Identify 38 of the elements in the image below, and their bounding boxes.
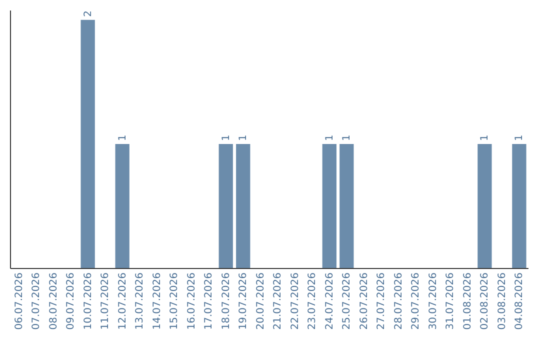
x-tick-label: 08.07.2026 bbox=[48, 272, 60, 330]
x-tick-label: 11.07.2026 bbox=[100, 272, 112, 330]
x-tick-label: 07.07.2026 bbox=[31, 272, 42, 330]
x-tick-label: 17.07.2026 bbox=[204, 272, 215, 330]
x-tick-label: 14.07.2026 bbox=[152, 272, 163, 330]
x-tick-label: 27.07.2026 bbox=[376, 272, 388, 330]
x-tick-label: 13.07.2026 bbox=[134, 272, 146, 330]
x-tick-label: 28.07.2026 bbox=[393, 272, 404, 330]
data-label: 1 bbox=[238, 134, 250, 141]
x-tick-label: 12.07.2026 bbox=[117, 272, 128, 330]
x-tick-label: 25.07.2026 bbox=[342, 272, 353, 330]
x-tick-label: 22.07.2026 bbox=[290, 272, 301, 330]
data-label: 1 bbox=[117, 134, 128, 141]
x-tick-label: 20.07.2026 bbox=[255, 272, 266, 330]
x-tick-label: 21.07.2026 bbox=[272, 272, 284, 330]
data-label: 2 bbox=[82, 10, 94, 17]
x-tick-label: 30.07.2026 bbox=[428, 272, 439, 330]
x-tick-label: 10.07.2026 bbox=[82, 272, 94, 330]
data-label: 1 bbox=[342, 134, 353, 141]
x-tick-label: 15.07.2026 bbox=[169, 272, 180, 330]
x-tick-label: 19.07.2026 bbox=[238, 272, 250, 330]
x-tick-label: 06.07.2026 bbox=[14, 272, 25, 330]
data-label: 1 bbox=[220, 134, 232, 141]
x-tick-label: 09.07.2026 bbox=[66, 272, 77, 330]
x-tick-label: 03.08.2026 bbox=[496, 272, 508, 330]
data-label: 1 bbox=[324, 134, 336, 141]
x-tick-label: 02.08.2026 bbox=[480, 272, 491, 330]
x-tick-label: 31.07.2026 bbox=[445, 272, 456, 330]
x-tick-label: 29.07.2026 bbox=[410, 272, 422, 330]
x-tick-label: 24.07.2026 bbox=[324, 272, 336, 330]
x-tick-label: 01.08.2026 bbox=[462, 272, 474, 330]
x-tick-label: 04.08.2026 bbox=[514, 272, 526, 330]
x-tick-label: 18.07.2026 bbox=[220, 272, 232, 330]
data-label: 1 bbox=[514, 134, 526, 141]
x-tick-label: 23.07.2026 bbox=[307, 272, 318, 330]
x-tick-label: 16.07.2026 bbox=[186, 272, 198, 330]
data-label: 1 bbox=[480, 134, 491, 141]
x-tick-label: 26.07.2026 bbox=[358, 272, 370, 330]
